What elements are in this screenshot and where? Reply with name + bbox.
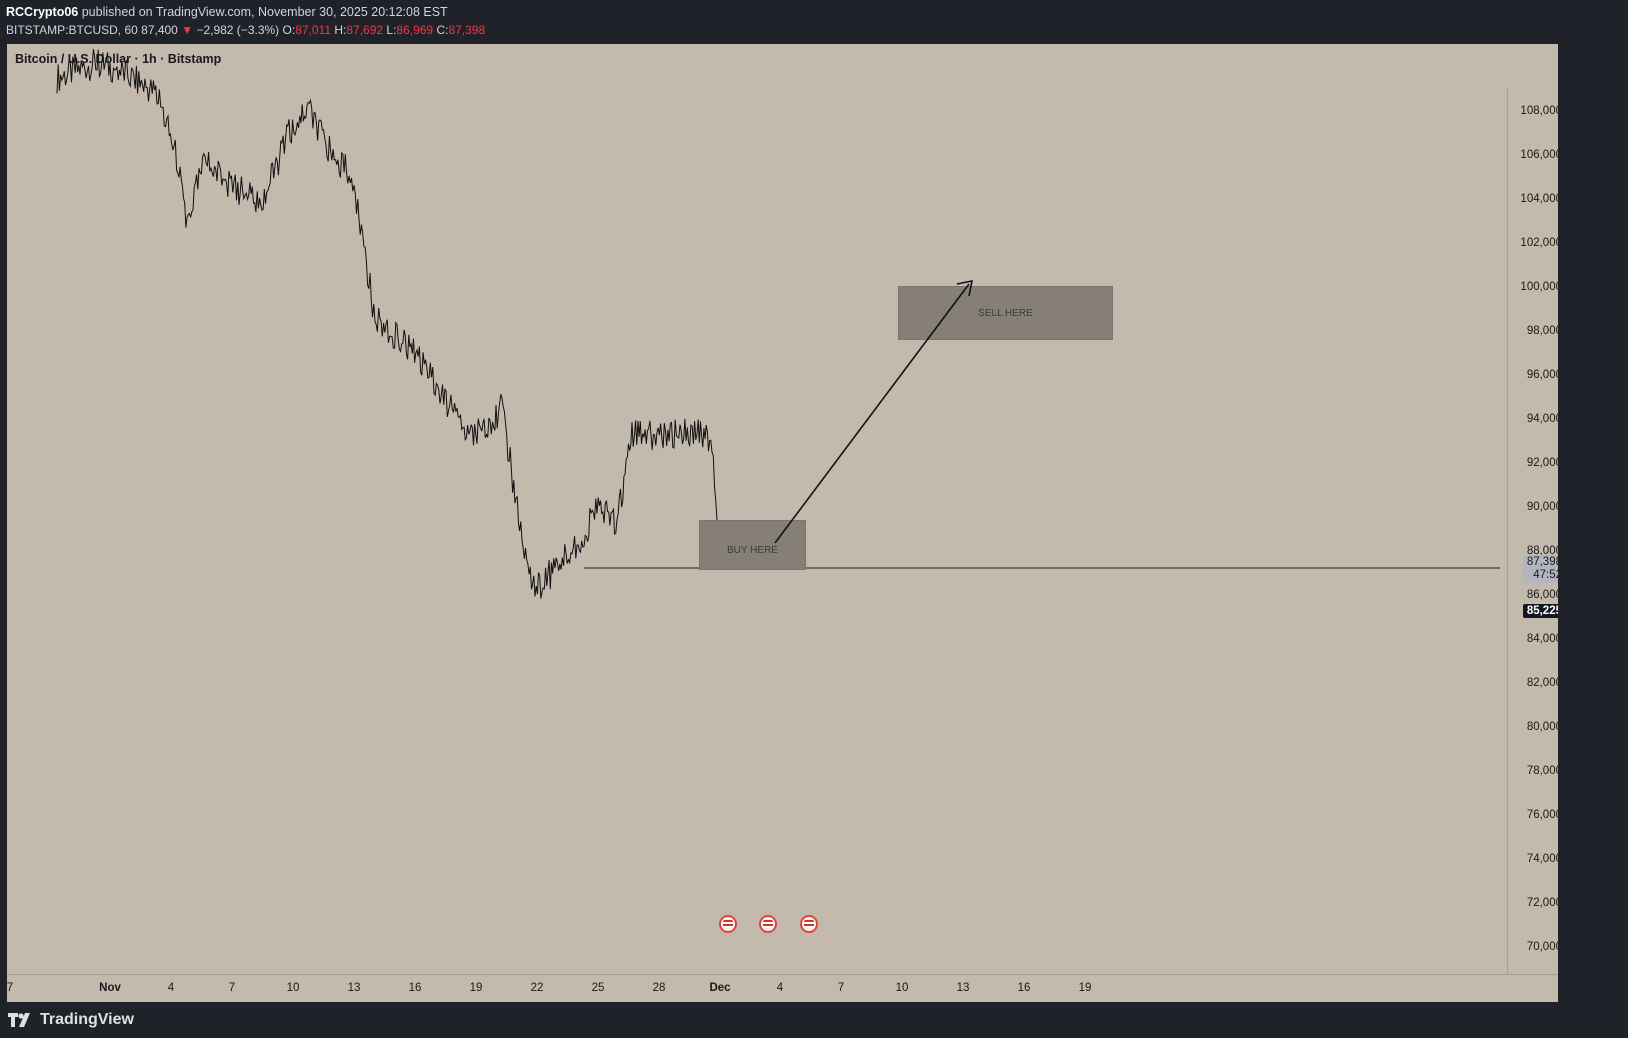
last-price: 87,400: [141, 23, 178, 37]
time-tick-label: 25: [591, 982, 605, 994]
price-tick-label: 94,000: [1526, 413, 1558, 425]
time-tick-label: 16: [1017, 982, 1031, 994]
open-label: O:: [282, 23, 296, 37]
price-tick-label: 82,000: [1526, 677, 1558, 689]
sell-zone-label: SELL HERE: [978, 308, 1033, 319]
brand-name: TradingView: [40, 1011, 134, 1028]
time-tick-label: 10: [895, 982, 909, 994]
author-name[interactable]: RCCrypto06: [6, 5, 79, 19]
price-tick-label: 104,000: [1520, 193, 1558, 205]
price-tick-label: 74,000: [1526, 853, 1558, 865]
price-series-line[interactable]: [56, 49, 718, 599]
high-value: 87,692: [346, 23, 384, 37]
us-flag-event-icon[interactable]: [719, 915, 737, 933]
price-tick-label: 88,000: [1526, 545, 1558, 557]
price-tick-label: 108,000: [1520, 105, 1558, 117]
time-tick-label: Dec: [709, 982, 731, 994]
price-tick-label: 106,000: [1520, 149, 1558, 161]
chart-pane[interactable]: Bitcoin / U.S. Dollar · 1h · Bitstamp BU…: [7, 44, 1558, 974]
time-tick-label: Nov: [99, 982, 121, 994]
price-tick-label: 86,000: [1526, 589, 1558, 601]
price-tick-label: 70,000: [1526, 941, 1558, 953]
time-tick-label: 4: [776, 982, 784, 994]
symbol-label[interactable]: BITSTAMP:BTCUSD, 60: [6, 23, 138, 37]
price-tick-label: 96,000: [1526, 369, 1558, 381]
price-axis[interactable]: 108,000 106,000 104,000 102,000 100,000 98,00…: [1507, 88, 1558, 974]
time-tick-label: 7: [6, 982, 14, 994]
down-arrow-icon: ▼: [181, 23, 194, 37]
tradingview-logo[interactable]: TradingView: [8, 1011, 134, 1029]
published-info: published on TradingView.com, November 3…: [78, 5, 448, 19]
buy-zone-box[interactable]: BUY HERE: [699, 520, 806, 570]
time-tick-label: 13: [347, 982, 361, 994]
symbol-ohlc-line: BITSTAMP:BTCUSD, 60 87,400 ▼ −2,982 (−3.…: [6, 23, 485, 37]
publication-header: RCCrypto06 published on TradingView.com,…: [0, 0, 1628, 44]
price-change: −2,982 (−3.3%): [196, 23, 280, 37]
time-tick-label: 22: [530, 982, 544, 994]
footer: TradingView: [0, 1002, 1628, 1038]
high-label: H:: [334, 23, 347, 37]
price-tick-label: 98,000: [1526, 325, 1558, 337]
chart-title: Bitcoin / U.S. Dollar · 1h · Bitstamp: [15, 52, 222, 66]
price-tick-label: 76,000: [1526, 809, 1558, 821]
price-tick-label: 100,000: [1520, 281, 1558, 293]
close-value: 87,398: [448, 23, 486, 37]
time-tick-label: 16: [408, 982, 422, 994]
tradingview-logo-icon: [8, 1013, 30, 1027]
time-tick-label: 10: [286, 982, 300, 994]
us-flag-event-icon[interactable]: [759, 915, 777, 933]
open-value: 87,011: [295, 23, 331, 37]
time-tick-label: 4: [167, 982, 175, 994]
us-flag-event-icon[interactable]: [800, 915, 818, 933]
time-tick-label: 19: [1078, 982, 1092, 994]
time-tick-label: 7: [228, 982, 236, 994]
time-axis[interactable]: 7 Nov 4 7 10 13 16 19 22 25 28 Dec 4 7 10 13 16 19: [7, 974, 1558, 1003]
time-tick-label: 13: [956, 982, 970, 994]
current-price-tag: 87,39847:52: [1522, 555, 1558, 584]
close-label: C:: [436, 23, 449, 37]
buy-zone-label: BUY HERE: [727, 545, 778, 556]
low-value: 86,969: [396, 23, 434, 37]
right-margin: [1558, 44, 1628, 974]
price-tick-label: 90,000: [1526, 501, 1558, 513]
low-label: L:: [386, 23, 397, 37]
price-chart-svg[interactable]: [7, 44, 1500, 974]
time-tick-label: 7: [837, 982, 845, 994]
time-tick-label: 19: [469, 982, 483, 994]
price-tick-label: 72,000: [1526, 897, 1558, 909]
bar-countdown: 47:52: [1533, 569, 1558, 582]
price-tick-label: 102,000: [1520, 237, 1558, 249]
publisher-line: RCCrypto06 published on TradingView.com,…: [6, 5, 448, 19]
sell-zone-box[interactable]: SELL HERE: [898, 286, 1113, 340]
price-tick-label: 84,000: [1526, 633, 1558, 645]
price-tick-label: 78,000: [1526, 765, 1558, 777]
current-price-value: 87,398: [1526, 556, 1558, 569]
horizontal-line-price-tag: 85,225: [1522, 604, 1558, 619]
time-tick-label: 28: [652, 982, 666, 994]
price-tick-label: 92,000: [1526, 457, 1558, 469]
price-tick-label: 80,000: [1526, 721, 1558, 733]
